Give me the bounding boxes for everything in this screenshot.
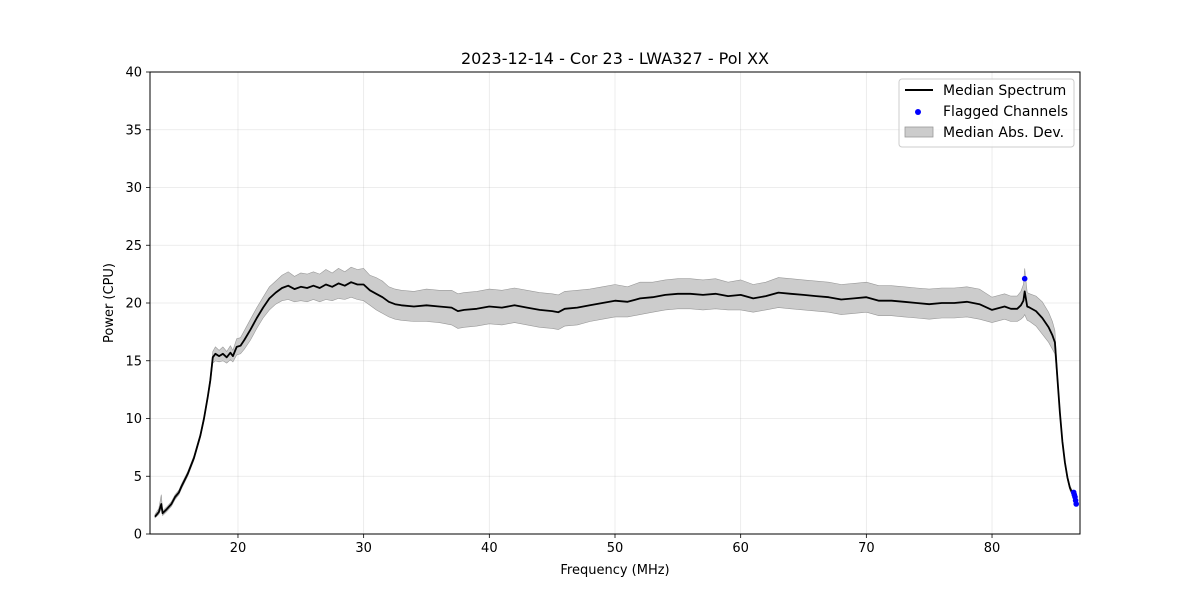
y-tick-label: 20 bbox=[125, 297, 142, 312]
legend-label-median: Median Spectrum bbox=[943, 83, 1066, 99]
y-axis-ticks: 0 5 10 15 20 25 30 35 40 bbox=[125, 66, 150, 543]
x-axis-ticks: 20 30 40 50 60 70 80 bbox=[230, 534, 1001, 556]
y-tick-label: 40 bbox=[125, 66, 142, 81]
legend: Median Spectrum Flagged Channels Median … bbox=[898, 78, 1075, 148]
flagged-channel-point bbox=[1021, 275, 1028, 282]
y-tick-label: 25 bbox=[125, 239, 142, 254]
y-tick-label: 30 bbox=[125, 181, 142, 196]
y-tick-label: 0 bbox=[134, 528, 142, 543]
flagged-points-layer bbox=[1021, 275, 1079, 507]
x-tick-label: 60 bbox=[732, 541, 749, 556]
y-tick-label: 5 bbox=[134, 470, 142, 485]
legend-label-mad: Median Abs. Dev. bbox=[943, 125, 1064, 141]
chart-title: 2023-12-14 - Cor 23 - LWA327 - Pol XX bbox=[461, 49, 769, 68]
x-tick-label: 80 bbox=[984, 541, 1001, 556]
legend-band-swatch bbox=[904, 126, 934, 138]
median-spectrum-line bbox=[154, 281, 1078, 518]
legend-point-swatch bbox=[915, 109, 921, 115]
y-tick-label: 15 bbox=[125, 354, 142, 369]
x-axis-title: Frequency (MHz) bbox=[560, 563, 669, 578]
mad-band-layer bbox=[154, 266, 1077, 519]
y-axis-title: Power (CPU) bbox=[102, 263, 117, 343]
x-tick-label: 20 bbox=[230, 541, 247, 556]
flagged-channel-point bbox=[1073, 501, 1079, 507]
y-tick-label: 10 bbox=[125, 412, 142, 427]
x-tick-label: 70 bbox=[858, 541, 875, 556]
legend-box bbox=[898, 78, 1075, 148]
x-tick-label: 30 bbox=[355, 541, 372, 556]
median-line-layer bbox=[154, 281, 1078, 518]
x-tick-label: 50 bbox=[607, 541, 624, 556]
mad-band bbox=[154, 266, 1077, 519]
y-tick-label: 35 bbox=[125, 123, 142, 138]
legend-label-flagged: Flagged Channels bbox=[943, 104, 1068, 120]
x-tick-label: 40 bbox=[481, 541, 498, 556]
